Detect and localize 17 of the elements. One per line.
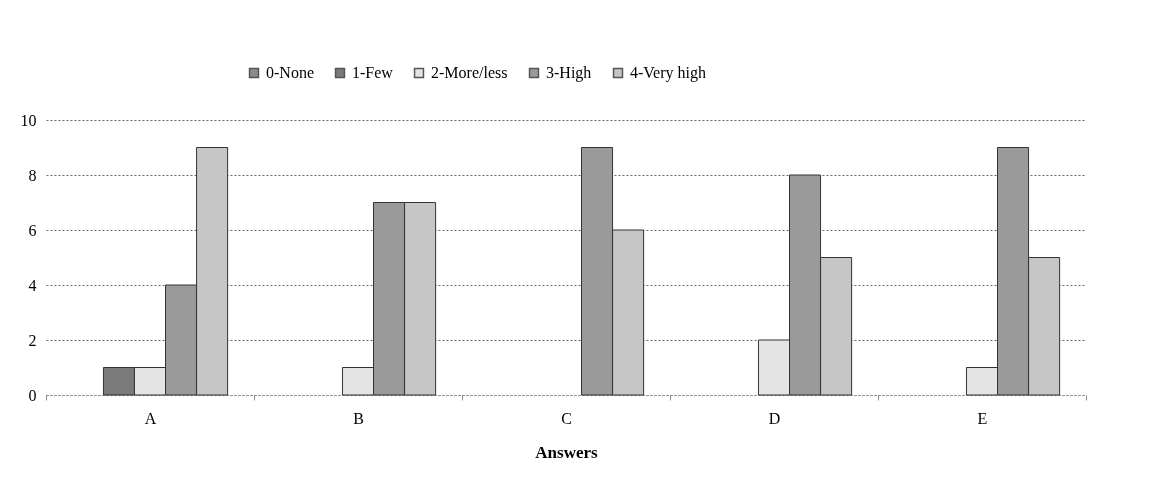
y-tick-label: 8 — [28, 166, 37, 184]
x-axis-title: Answers — [535, 442, 599, 462]
y-tick-label: 10 — [20, 111, 37, 129]
x-tick-label: E — [977, 409, 988, 427]
x-tick-label: A — [144, 409, 157, 427]
legend-label: 2-More/less — [431, 64, 508, 81]
legend-label: 1-Few — [352, 64, 394, 81]
y-tick-label: 4 — [28, 276, 37, 294]
x-tick-label: B — [353, 409, 364, 427]
x-tick-label: D — [768, 409, 781, 427]
legend-label: 3-High — [546, 64, 592, 82]
legend-label: 4-Very high — [630, 64, 706, 82]
y-tick-label: 6 — [28, 221, 37, 239]
legend-label: 0-None — [266, 64, 314, 81]
y-tick-label: 2 — [28, 331, 37, 349]
x-tick-label: C — [561, 409, 572, 427]
y-tick-label: 0 — [28, 386, 37, 404]
